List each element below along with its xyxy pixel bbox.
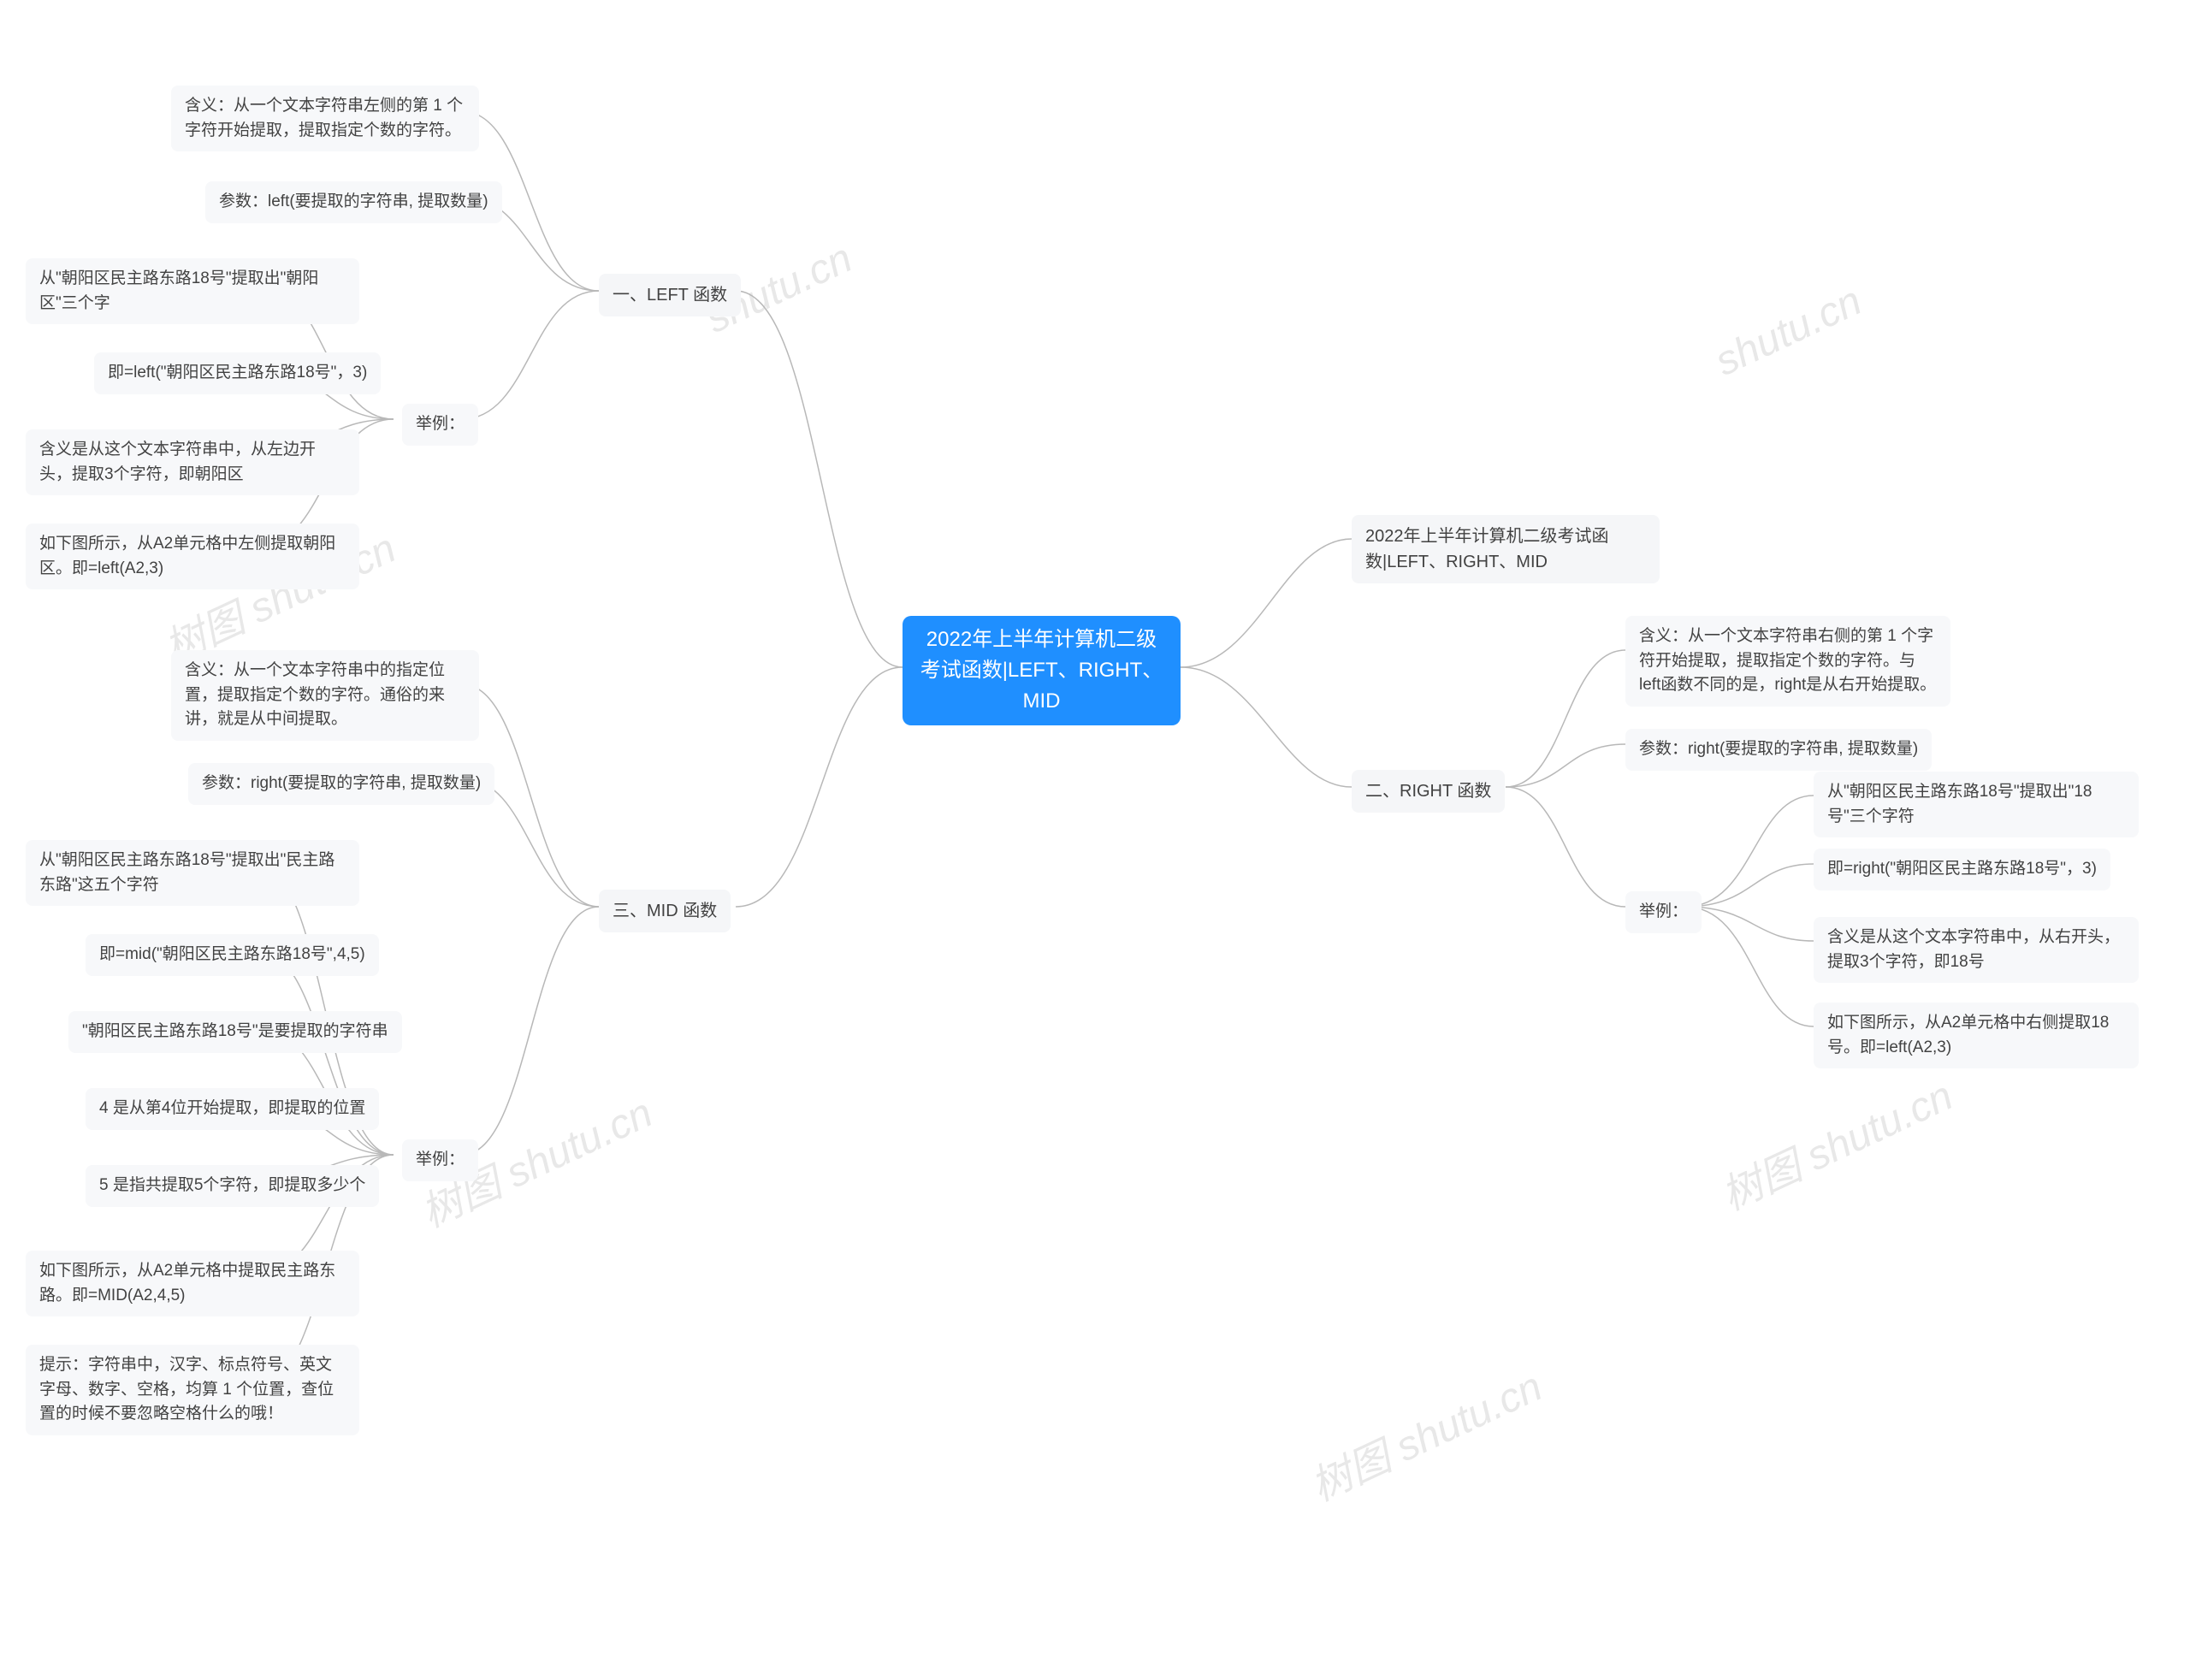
right-ex-4: 如下图所示，从A2单元格中右侧提取18号。即=left(A2,3): [1814, 1003, 2139, 1068]
left-ex-4: 如下图所示，从A2单元格中左侧提取朝阳区。即=left(A2,3): [26, 524, 359, 589]
mid-ex-3: "朝阳区民主路东路18号"是要提取的字符串: [68, 1011, 402, 1053]
mid-ex-2: 即=mid("朝阳区民主路东路18号",4,5): [86, 934, 379, 976]
mid-ex-7: 提示：字符串中，汉字、标点符号、英文字母、数字、空格，均算 1 个位置，查位置的…: [26, 1345, 359, 1435]
right-meaning: 含义：从一个文本字符串右侧的第 1 个字符开始提取，提取指定个数的字符。与lef…: [1625, 616, 1950, 707]
branch-right-func[interactable]: 二、RIGHT 函数: [1352, 770, 1505, 813]
left-params: 参数：left(要提取的字符串, 提取数量): [205, 181, 502, 223]
watermark: 树图 shutu.cn: [1299, 1353, 1550, 1512]
mid-ex-1: 从"朝阳区民主路东路18号"提取出"民主路东路"这五个字符: [26, 840, 359, 906]
watermark: 树图 shutu.cn: [1710, 1062, 1961, 1222]
mid-ex-4: 4 是从第4位开始提取，即提取的位置: [86, 1088, 379, 1130]
right-ex-2: 即=right("朝阳区民主路东路18号"，3): [1814, 849, 2110, 890]
right-params: 参数：right(要提取的字符串, 提取数量): [1625, 729, 1932, 771]
branch-mid-func[interactable]: 三、MID 函数: [599, 890, 731, 932]
watermark: shutu.cn: [1708, 277, 1869, 386]
left-meaning: 含义：从一个文本字符串左侧的第 1 个字符开始提取，提取指定个数的字符。: [171, 86, 479, 151]
left-ex-2: 即=left("朝阳区民主路东路18号"，3): [94, 352, 381, 394]
mid-params: 参数：right(要提取的字符串, 提取数量): [188, 763, 494, 805]
mid-example-label[interactable]: 举例：: [402, 1139, 478, 1181]
right-ex-3: 含义是从这个文本字符串中，从右开头，提取3个字符，即18号: [1814, 917, 2139, 983]
root-node[interactable]: 2022年上半年计算机二级考试函数|LEFT、RIGHT、MID: [903, 616, 1181, 725]
left-example-label[interactable]: 举例：: [402, 404, 478, 446]
mid-meaning: 含义：从一个文本字符串中的指定位置，提取指定个数的字符。通俗的来讲，就是从中间提…: [171, 650, 479, 741]
mid-ex-5: 5 是指共提取5个字符，即提取多少个: [86, 1165, 379, 1207]
branch-left-func[interactable]: 一、LEFT 函数: [599, 274, 741, 316]
left-ex-1: 从"朝阳区民主路东路18号"提取出"朝阳区"三个字: [26, 258, 359, 324]
left-ex-3: 含义是从这个文本字符串中，从左边开头，提取3个字符，即朝阳区: [26, 429, 359, 495]
branch-title-copy[interactable]: 2022年上半年计算机二级考试函数|LEFT、RIGHT、MID: [1352, 515, 1660, 583]
right-ex-1: 从"朝阳区民主路东路18号"提取出"18号"三个字符: [1814, 772, 2139, 837]
mid-ex-6: 如下图所示，从A2单元格中提取民主路东路。即=MID(A2,4,5): [26, 1251, 359, 1316]
right-example-label[interactable]: 举例：: [1625, 891, 1702, 933]
